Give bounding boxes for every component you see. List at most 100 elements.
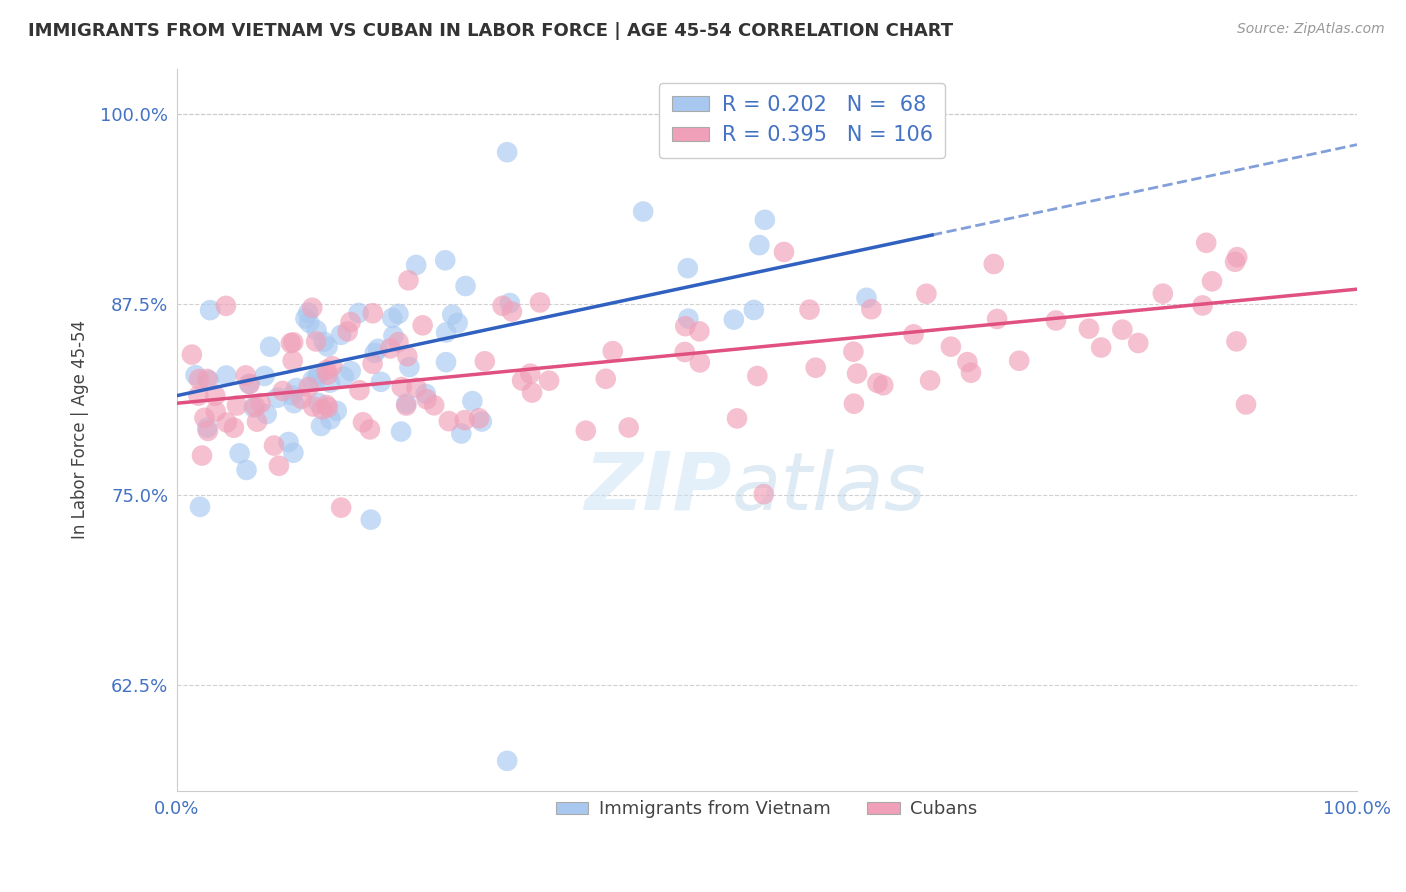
Point (245, 400, 267, 414)
Point (842, 397, 865, 411)
Point (1191, 298, 1213, 312)
Point (191, 449, 214, 463)
Point (405, 258, 427, 272)
Point (330, 327, 353, 342)
Point (804, 360, 827, 375)
Point (754, 212, 776, 227)
Point (315, 398, 337, 412)
Point (773, 244, 796, 259)
Point (336, 325, 359, 339)
Point (239, 377, 262, 392)
Legend: Immigrants from Vietnam, Cubans: Immigrants from Vietnam, Cubans (548, 793, 986, 826)
Point (381, 310, 404, 325)
Point (187, 389, 209, 403)
Point (339, 315, 361, 329)
Point (226, 399, 249, 413)
Point (723, 312, 745, 326)
Point (283, 446, 305, 460)
Point (283, 396, 305, 410)
Point (986, 312, 1008, 326)
Point (398, 360, 420, 375)
Point (450, 426, 472, 441)
Point (395, 399, 418, 413)
Point (188, 372, 211, 386)
Point (198, 374, 221, 388)
Point (195, 372, 218, 386)
Point (872, 378, 894, 392)
Point (263, 438, 285, 452)
Point (235, 368, 257, 383)
Point (290, 392, 312, 406)
Point (215, 368, 238, 383)
Point (294, 311, 316, 326)
Point (298, 380, 321, 394)
Point (1226, 250, 1249, 264)
Point (380, 342, 402, 356)
Text: ZIP: ZIP (583, 449, 731, 527)
Point (1111, 323, 1133, 337)
Point (1234, 397, 1257, 411)
Point (1077, 321, 1099, 335)
Point (441, 308, 464, 322)
Point (307, 396, 329, 410)
Point (956, 355, 979, 369)
Point (575, 424, 598, 438)
Point (842, 344, 865, 359)
Point (673, 319, 696, 334)
Point (280, 336, 302, 351)
Point (673, 345, 696, 359)
Point (903, 327, 925, 342)
Point (676, 261, 699, 276)
Text: atlas: atlas (731, 449, 927, 527)
Point (259, 340, 281, 354)
Point (297, 305, 319, 319)
Point (271, 384, 294, 398)
Point (204, 404, 226, 418)
Point (468, 411, 491, 425)
Point (305, 323, 328, 337)
Point (855, 291, 877, 305)
Point (499, 296, 522, 310)
Point (1152, 286, 1174, 301)
Point (396, 349, 419, 363)
Point (501, 304, 523, 318)
Point (496, 145, 519, 160)
Point (312, 334, 335, 349)
Point (215, 416, 238, 430)
Point (204, 389, 226, 403)
Point (347, 306, 370, 320)
Point (281, 388, 304, 402)
Point (1008, 353, 1031, 368)
Point (960, 366, 983, 380)
Point (631, 204, 654, 219)
Point (799, 302, 821, 317)
Point (405, 381, 427, 395)
Point (298, 316, 321, 330)
Point (939, 340, 962, 354)
Text: Source: ZipAtlas.com: Source: ZipAtlas.com (1237, 22, 1385, 37)
Point (491, 299, 513, 313)
Point (471, 415, 494, 429)
Point (266, 391, 288, 405)
Point (434, 253, 457, 268)
Y-axis label: In Labor Force | Age 45-54: In Labor Force | Age 45-54 (72, 320, 89, 540)
Point (860, 302, 883, 317)
Point (688, 324, 710, 338)
Point (367, 342, 389, 356)
Point (180, 348, 202, 362)
Point (1045, 313, 1067, 327)
Point (361, 357, 384, 371)
Point (689, 355, 711, 369)
Point (920, 373, 942, 387)
Point (249, 396, 271, 410)
Point (281, 353, 304, 368)
Point (308, 368, 330, 382)
Point (415, 392, 437, 407)
Point (242, 401, 264, 415)
Point (319, 376, 342, 390)
Point (725, 411, 748, 425)
Point (316, 368, 339, 382)
Point (446, 316, 468, 330)
Point (454, 413, 477, 427)
Point (361, 306, 384, 320)
